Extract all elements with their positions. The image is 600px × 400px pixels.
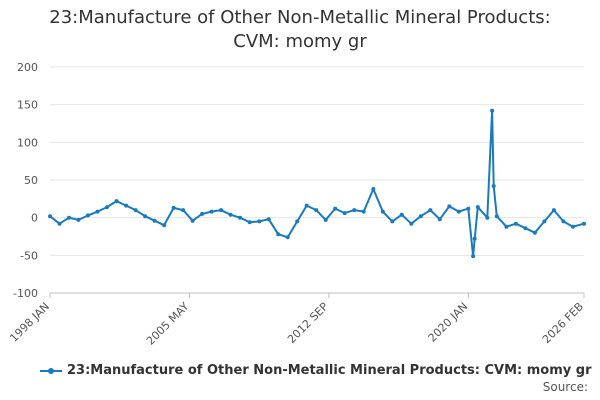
x-tick-label: 2005 MAY bbox=[144, 300, 192, 348]
data-point[interactable] bbox=[114, 199, 119, 204]
data-point[interactable] bbox=[238, 215, 243, 220]
data-point[interactable] bbox=[513, 221, 518, 226]
data-point[interactable] bbox=[295, 219, 300, 224]
data-point[interactable] bbox=[466, 206, 471, 211]
chart-title-line1: 23:Manufacture of Other Non-Metallic Min… bbox=[49, 7, 551, 28]
chart-title: 23:Manufacture of Other Non-Metallic Min… bbox=[0, 6, 600, 54]
data-point[interactable] bbox=[314, 208, 319, 213]
data-point[interactable] bbox=[472, 236, 477, 241]
data-point[interactable] bbox=[532, 230, 537, 235]
data-point[interactable] bbox=[485, 215, 490, 220]
data-point[interactable] bbox=[456, 209, 461, 214]
data-point[interactable] bbox=[418, 214, 423, 219]
data-point[interactable] bbox=[304, 203, 309, 208]
data-point[interactable] bbox=[162, 223, 167, 228]
data-point[interactable] bbox=[124, 203, 129, 208]
data-point[interactable] bbox=[551, 208, 556, 213]
series-line bbox=[49, 109, 585, 258]
data-point[interactable] bbox=[561, 219, 566, 224]
y-tick-label: -50 bbox=[20, 249, 38, 262]
data-point[interactable] bbox=[494, 214, 499, 219]
data-point[interactable] bbox=[285, 235, 290, 240]
legend-series-label: 23:Manufacture of Other Non-Metallic Min… bbox=[67, 363, 592, 378]
x-tick-label: 1998 JAN bbox=[7, 300, 52, 345]
data-point[interactable] bbox=[276, 232, 281, 237]
x-tick-label: 2020 JAN bbox=[426, 300, 471, 345]
data-point[interactable] bbox=[409, 221, 414, 226]
data-point[interactable] bbox=[181, 208, 186, 213]
data-point[interactable] bbox=[57, 221, 62, 226]
data-point[interactable] bbox=[228, 212, 233, 217]
data-point[interactable] bbox=[323, 217, 328, 222]
data-point[interactable] bbox=[67, 215, 71, 220]
data-point[interactable] bbox=[209, 209, 214, 214]
chart-title-line2: CVM: momy gr bbox=[233, 31, 367, 52]
data-point[interactable] bbox=[95, 209, 100, 214]
data-point[interactable] bbox=[333, 206, 338, 211]
data-point[interactable] bbox=[105, 205, 109, 210]
data-point[interactable] bbox=[504, 224, 509, 229]
y-tick-label: 150 bbox=[17, 99, 38, 112]
legend[interactable]: 23:Manufacture of Other Non-Metallic Min… bbox=[40, 363, 592, 378]
y-tick-label: 200 bbox=[17, 61, 38, 74]
data-point[interactable] bbox=[371, 187, 376, 191]
data-point[interactable] bbox=[342, 211, 347, 216]
data-point[interactable] bbox=[133, 208, 138, 213]
y-tick-label: -100 bbox=[13, 287, 38, 300]
data-point[interactable] bbox=[437, 217, 442, 222]
data-point[interactable] bbox=[542, 219, 547, 224]
y-tick-label: 0 bbox=[31, 212, 38, 225]
data-point[interactable] bbox=[390, 219, 395, 224]
data-point[interactable] bbox=[490, 108, 495, 113]
y-tick-label: 50 bbox=[24, 174, 38, 187]
data-point[interactable] bbox=[361, 209, 366, 214]
data-point[interactable] bbox=[257, 219, 262, 224]
x-tick-label: 2012 SEP bbox=[285, 300, 331, 346]
data-point[interactable] bbox=[380, 209, 385, 214]
data-point[interactable] bbox=[152, 218, 157, 223]
data-point[interactable] bbox=[266, 217, 271, 222]
legend-line-marker-icon bbox=[40, 366, 62, 376]
data-point[interactable] bbox=[428, 208, 433, 213]
data-point[interactable] bbox=[447, 204, 452, 209]
data-point[interactable] bbox=[200, 211, 205, 216]
data-point[interactable] bbox=[86, 213, 90, 218]
data-point[interactable] bbox=[582, 221, 586, 226]
data-point[interactable] bbox=[48, 214, 52, 219]
source-label: Source: bbox=[542, 380, 588, 394]
data-point[interactable] bbox=[570, 224, 575, 229]
y-tick-label: 100 bbox=[17, 136, 38, 149]
data-point[interactable] bbox=[143, 214, 148, 219]
data-point[interactable] bbox=[475, 205, 480, 210]
data-point[interactable] bbox=[471, 254, 476, 259]
data-point[interactable] bbox=[523, 226, 528, 231]
x-tick-label: 2026 FEB bbox=[540, 300, 586, 346]
data-point[interactable] bbox=[491, 184, 496, 188]
data-point[interactable] bbox=[352, 208, 357, 213]
data-point[interactable] bbox=[190, 218, 195, 223]
data-point[interactable] bbox=[76, 217, 81, 222]
data-point[interactable] bbox=[219, 208, 224, 213]
data-point[interactable] bbox=[171, 205, 176, 210]
data-point[interactable] bbox=[399, 212, 404, 217]
data-point[interactable] bbox=[247, 220, 252, 225]
